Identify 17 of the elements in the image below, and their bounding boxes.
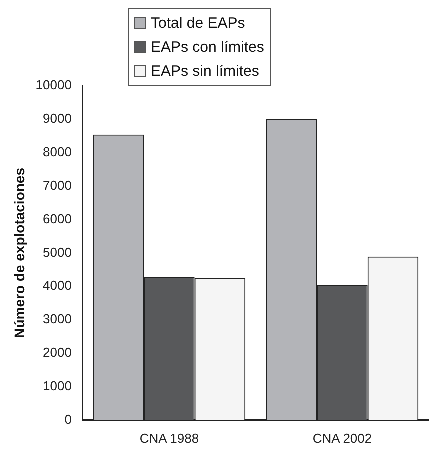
y-tick-label: 9000 <box>43 111 72 126</box>
y-tick-label: 0 <box>64 412 72 427</box>
y-tick-label: 7000 <box>43 178 72 193</box>
legend-label: EAPs sin límites <box>151 62 260 80</box>
x-tick-label: CNA 1988 <box>140 430 200 446</box>
y-axis-title: Número de explotaciones <box>11 168 28 338</box>
y-tick-label: 5000 <box>43 244 72 260</box>
legend-label: Total de EAPs <box>151 14 246 32</box>
legend-label: EAPs con límites <box>151 38 264 56</box>
y-tick-label: 6000 <box>43 211 72 226</box>
x-tick-label: CNA 2002 <box>312 430 372 446</box>
y-tick-label: 8000 <box>43 144 72 160</box>
y-tick-label: 10000 <box>36 78 72 93</box>
y-tick-label: 1000 <box>43 378 72 394</box>
y-tick-label: 2000 <box>43 345 72 360</box>
y-tick-label: 3000 <box>43 312 72 327</box>
y-tick-label: 4000 <box>43 278 72 294</box>
